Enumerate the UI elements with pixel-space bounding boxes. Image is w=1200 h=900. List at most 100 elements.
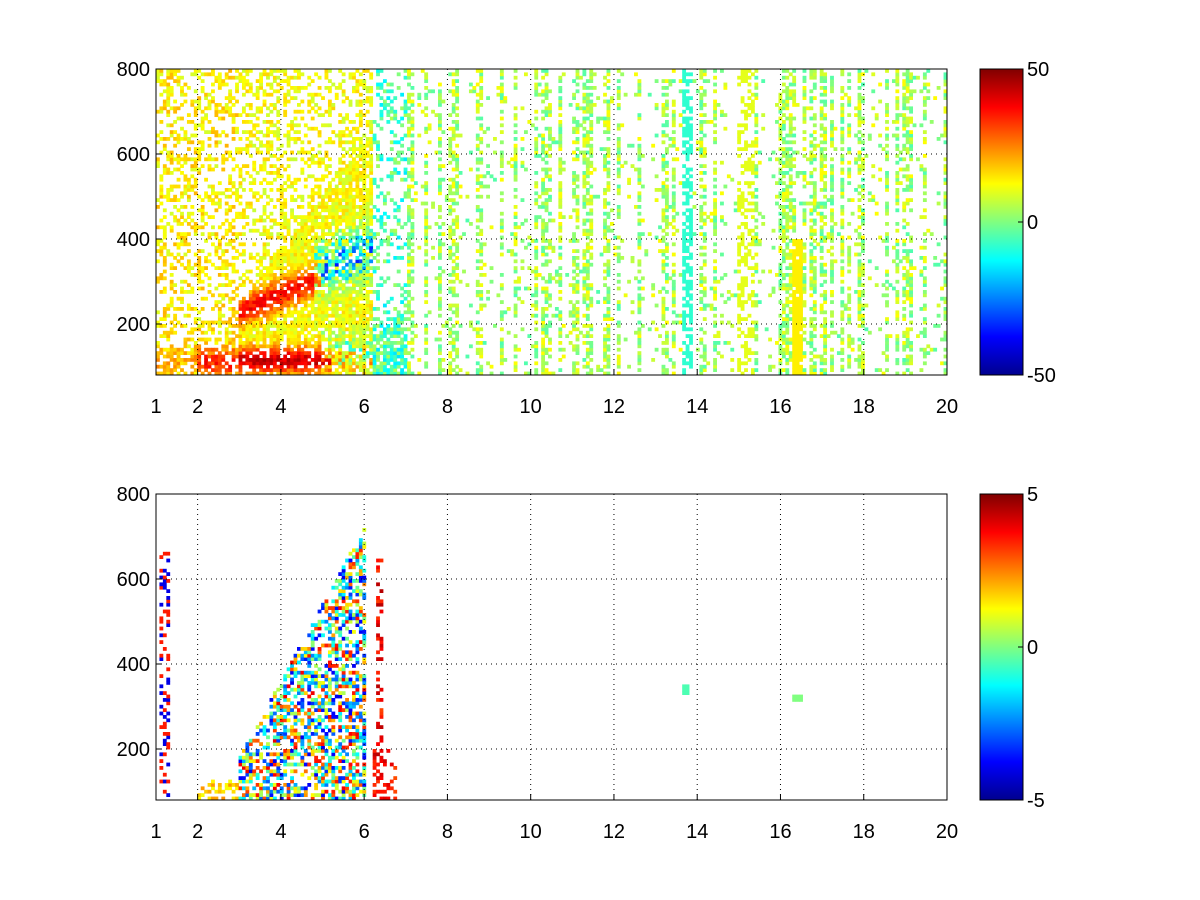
heatmap-cell: [379, 218, 384, 223]
heatmap-cell: [190, 371, 195, 376]
heatmap-cell: [190, 184, 195, 189]
heatmap-cell: [317, 310, 322, 315]
heatmap-cell: [372, 307, 377, 311]
heatmap-cell: [293, 232, 298, 236]
heatmap-cell: [327, 351, 332, 355]
heatmap-cell: [231, 358, 236, 362]
heatmap-cell: [317, 201, 322, 206]
heatmap-cell: [503, 310, 508, 315]
heatmap-cell: [382, 228, 387, 233]
heatmap-cell: [228, 262, 233, 267]
heatmap-cell: [193, 351, 198, 355]
heatmap-cell: [238, 347, 243, 352]
heatmap-cell: [479, 211, 484, 216]
heatmap-cell: [159, 252, 164, 257]
heatmap-cell: [293, 361, 298, 366]
heatmap-cell: [427, 89, 432, 94]
heatmap-cell: [327, 337, 332, 342]
heatmap-cell: [327, 222, 332, 226]
heatmap-cell: [317, 368, 322, 372]
heatmap-cell: [362, 171, 367, 175]
heatmap-cell: [424, 361, 429, 366]
heatmap-cell: [259, 276, 264, 281]
heatmap-cell: [661, 188, 666, 192]
heatmap-cell: [317, 351, 322, 355]
heatmap-cell: [438, 137, 442, 141]
heatmap-cell: [166, 154, 171, 158]
heatmap-cell: [355, 273, 360, 277]
heatmap-cell: [290, 184, 294, 189]
heatmap-cell: [616, 235, 621, 240]
heatmap-cell: [286, 218, 291, 223]
heatmap-cell: [424, 113, 429, 117]
heatmap-cell: [438, 157, 442, 162]
heatmap-cell: [448, 249, 453, 253]
heatmap-cell: [606, 262, 611, 267]
heatmap-cell: [231, 103, 236, 107]
heatmap-cell: [327, 194, 332, 199]
heatmap-cell: [290, 181, 294, 185]
heatmap-cell: [407, 194, 411, 199]
heatmap-cell: [252, 222, 257, 226]
heatmap-cell: [245, 344, 250, 349]
heatmap-cell: [300, 290, 305, 294]
heatmap-cell: [664, 290, 669, 294]
heatmap-cell: [162, 208, 167, 213]
heatmap-cell: [393, 109, 398, 114]
heatmap-cell: [238, 320, 243, 325]
heatmap-cell: [228, 150, 233, 155]
heatmap-cell: [582, 313, 587, 318]
heatmap-cell: [245, 371, 250, 376]
heatmap-cell: [582, 269, 587, 274]
heatmap-cell: [228, 341, 233, 345]
heatmap-cell: [331, 361, 336, 366]
heatmap-cell: [534, 140, 539, 145]
heatmap-cell: [204, 259, 208, 264]
heatmap-cell: [606, 310, 611, 315]
heatmap-cell: [327, 239, 332, 243]
heatmap-cell: [162, 307, 167, 311]
heatmap-cell: [382, 79, 387, 83]
heatmap-cell: [534, 300, 539, 304]
heatmap-cell: [334, 310, 339, 315]
heatmap-cell: [331, 208, 336, 213]
heatmap-cell: [671, 242, 676, 247]
heatmap-cell: [558, 211, 563, 216]
heatmap-cell: [558, 75, 563, 80]
heatmap-cell: [241, 215, 246, 219]
heatmap-cell: [183, 184, 188, 189]
heatmap-cell: [438, 358, 442, 362]
heatmap-cell: [358, 273, 363, 277]
heatmap-cell: [585, 361, 590, 366]
heatmap-cell: [324, 276, 329, 281]
heatmap-cell: [386, 174, 391, 179]
heatmap-cell: [438, 273, 442, 277]
heatmap-cell: [259, 259, 264, 264]
heatmap-cell: [266, 310, 270, 315]
heatmap-cell: [589, 154, 594, 158]
heatmap-cell: [410, 103, 415, 107]
heatmap-cell: [355, 354, 360, 359]
heatmap-cell: [331, 303, 336, 308]
heatmap-cell: [664, 92, 669, 97]
heatmap-cell: [211, 99, 215, 104]
heatmap-cell: [379, 222, 384, 226]
heatmap-cell: [290, 75, 294, 80]
heatmap-cell: [572, 79, 576, 83]
heatmap-cell: [558, 137, 563, 141]
heatmap-cell: [489, 266, 494, 270]
heatmap-cell: [290, 296, 294, 301]
heatmap-cell: [338, 358, 343, 362]
heatmap-cell: [224, 188, 229, 192]
heatmap-cell: [637, 327, 642, 332]
heatmap-cell: [255, 337, 260, 342]
heatmap-cell: [427, 140, 432, 145]
heatmap-cell: [279, 235, 284, 240]
heatmap-cell: [283, 371, 288, 376]
heatmap-cell: [582, 283, 587, 287]
heatmap-cell: [176, 116, 181, 121]
heatmap-cell: [200, 337, 205, 342]
heatmap-cell: [269, 266, 274, 270]
heatmap-cell: [582, 218, 587, 223]
heatmap-cell: [266, 215, 270, 219]
